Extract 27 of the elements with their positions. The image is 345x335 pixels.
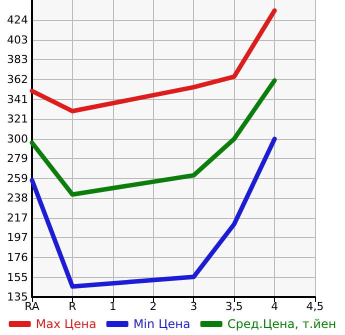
y-tick-label: 403 bbox=[7, 33, 28, 46]
line-series bbox=[30, 136, 277, 289]
line-series bbox=[30, 78, 277, 197]
y-tick-label: 362 bbox=[7, 72, 28, 86]
x-tick-label: 4,5 bbox=[306, 300, 324, 313]
y-tick-label: 341 bbox=[7, 92, 28, 106]
x-tick-label: 3 bbox=[190, 300, 198, 313]
y-tick-label: 321 bbox=[7, 112, 28, 126]
y-tick-label: 424 bbox=[7, 14, 28, 27]
y-tick-label: 197 bbox=[7, 231, 28, 244]
y-tick-label: 383 bbox=[7, 53, 28, 66]
y-tick-label: 279 bbox=[7, 152, 28, 166]
y-tick-label: 155 bbox=[7, 270, 28, 284]
legend-label: Min Цена bbox=[133, 317, 190, 331]
x-tick-label: 2 bbox=[150, 300, 157, 313]
y-tick-label: 259 bbox=[7, 172, 28, 185]
legend-label: Max Цена bbox=[36, 317, 96, 331]
y-tick-label: 217 bbox=[7, 212, 28, 225]
x-tick-label: 4 bbox=[271, 300, 278, 313]
y-tick-label: 176 bbox=[7, 250, 28, 264]
line-series bbox=[30, 8, 277, 114]
y-tick-label: 300 bbox=[7, 132, 28, 146]
x-tick-label: R bbox=[68, 300, 77, 313]
x-tick-label: 3,5 bbox=[225, 300, 243, 313]
y-tick-label: 238 bbox=[7, 192, 28, 205]
legend-label: Сред.Цена, т.йен bbox=[227, 317, 336, 331]
x-tick-label: 1 bbox=[109, 300, 116, 313]
